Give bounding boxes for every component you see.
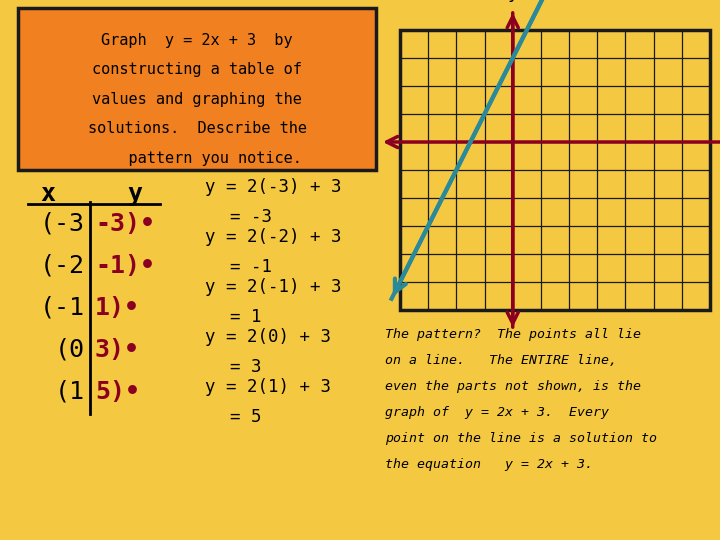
Text: on a line.   The ENTIRE line,: on a line. The ENTIRE line, [385,354,617,367]
Text: 1)•: 1)• [95,296,140,320]
Text: 3)•: 3)• [95,338,140,362]
Text: = 1: = 1 [230,308,261,326]
FancyBboxPatch shape [18,8,376,170]
Text: y = 2(1) + 3: y = 2(1) + 3 [205,378,331,396]
Text: x: x [40,182,55,206]
Text: = -1: = -1 [230,258,272,276]
Text: point on the line is a solution to: point on the line is a solution to [385,432,657,445]
Text: y = 2(-2) + 3: y = 2(-2) + 3 [205,228,341,246]
Text: = 5: = 5 [230,408,261,426]
Text: y: y [127,182,143,206]
Text: pattern you notice.: pattern you notice. [92,151,302,166]
Text: (1: (1 [55,380,85,404]
Text: = -3: = -3 [230,208,272,226]
Text: (-3: (-3 [40,212,85,236]
Text: y: y [508,0,518,2]
Text: values and graphing the: values and graphing the [92,92,302,107]
Text: y = 2(-3) + 3: y = 2(-3) + 3 [205,178,341,196]
Text: solutions.  Describe the: solutions. Describe the [88,122,307,137]
Text: (-1: (-1 [40,296,85,320]
Text: even the parts not shown, is the: even the parts not shown, is the [385,380,641,393]
Text: (0: (0 [55,338,85,362]
Text: The pattern?  The points all lie: The pattern? The points all lie [385,328,641,341]
Text: Graph  y = 2x + 3  by: Graph y = 2x + 3 by [102,33,293,48]
Text: (-2: (-2 [40,254,85,278]
Text: 5)•: 5)• [95,380,140,404]
Text: constructing a table of: constructing a table of [92,63,302,78]
Text: = 3: = 3 [230,358,261,376]
Text: -3)•: -3)• [95,212,155,236]
Text: the equation   y = 2x + 3.: the equation y = 2x + 3. [385,458,593,471]
Text: graph of  y = 2x + 3.  Every: graph of y = 2x + 3. Every [385,406,609,419]
Text: y = 2(0) + 3: y = 2(0) + 3 [205,328,331,346]
Bar [400,30,710,310]
Text: -1)•: -1)• [95,254,155,278]
Text: y = 2(-1) + 3: y = 2(-1) + 3 [205,278,341,296]
